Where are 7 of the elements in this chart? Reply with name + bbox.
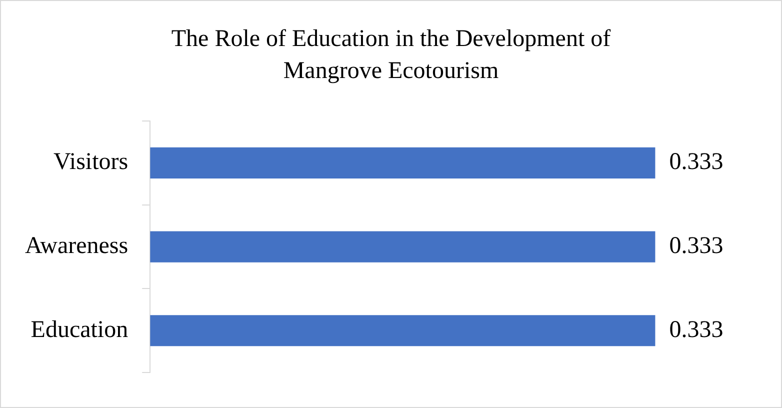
data-label: 0.333 — [669, 149, 724, 176]
y-tick-label: Awareness — [24, 233, 128, 260]
data-label: 0.333 — [669, 316, 724, 343]
chart-title: The Role of Education in the Development of Mangrove Ecotourism — [170, 25, 612, 86]
y-tick-label: Education — [30, 316, 128, 343]
y-tick-label: Visitors — [54, 149, 128, 176]
data-label: 0.333 — [669, 233, 724, 260]
